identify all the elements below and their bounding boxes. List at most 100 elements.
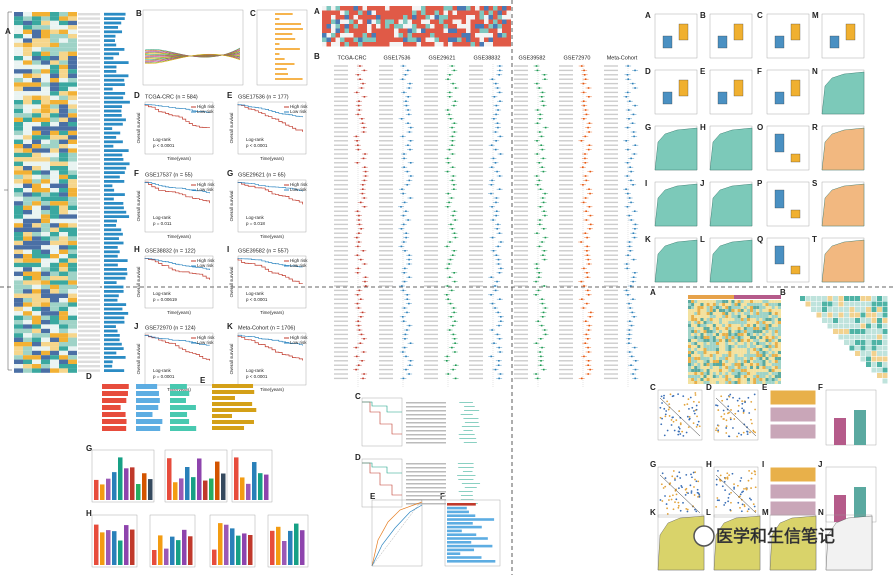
bar [104, 48, 125, 51]
heat-cell [68, 262, 77, 268]
point [685, 431, 688, 434]
row-label [559, 96, 573, 98]
point [497, 245, 499, 248]
point [404, 338, 406, 340]
heat-cell [32, 284, 41, 290]
heat-cell [394, 33, 399, 38]
heat-cell [725, 366, 729, 369]
heat-cell [703, 360, 707, 363]
point [677, 426, 680, 429]
heat-cell [50, 135, 59, 140]
bar [104, 105, 123, 108]
heat-cell [709, 366, 713, 369]
heat-cell [50, 192, 59, 197]
point [495, 254, 498, 256]
point [500, 320, 502, 322]
row-label [379, 184, 393, 186]
point [664, 413, 667, 416]
heat-cell [719, 333, 723, 336]
heat-cell [23, 342, 32, 347]
heat-cell [700, 372, 704, 375]
heat-cell [703, 375, 707, 378]
bar [104, 338, 120, 342]
heat-cell [41, 218, 50, 224]
row-label [559, 241, 573, 243]
heat-cell [59, 91, 68, 96]
heat-cell [715, 321, 719, 324]
heat-cell [23, 284, 32, 290]
heat-cell [722, 333, 726, 336]
point [536, 122, 539, 124]
row-label [379, 122, 393, 124]
heat-cell [688, 312, 692, 315]
point [494, 289, 497, 292]
bar [104, 246, 118, 249]
point [717, 429, 720, 432]
label: A [314, 7, 320, 16]
point [580, 140, 583, 142]
corr-cell [877, 345, 882, 351]
heat-cell [737, 363, 741, 366]
heat-cell [484, 37, 489, 42]
heat-cell [358, 19, 363, 24]
heat-cell [753, 360, 757, 363]
corr-cell [882, 362, 888, 367]
row-label [604, 241, 618, 243]
label: Meta-Cohort [607, 55, 638, 61]
row-label [604, 298, 618, 300]
heat-cell [32, 350, 41, 356]
heat-cell [41, 355, 50, 360]
bar [167, 458, 172, 500]
point [362, 82, 364, 85]
table-text [406, 438, 446, 440]
heat-cell [416, 37, 421, 42]
point [498, 338, 501, 340]
heat-cell [706, 324, 710, 327]
heat-cell [466, 10, 471, 15]
row-label [514, 276, 528, 278]
label: GSE72970 [564, 55, 591, 61]
point [357, 267, 359, 270]
panel-frame [237, 255, 307, 309]
point [409, 140, 412, 142]
row-label [334, 184, 348, 186]
point [453, 311, 455, 314]
heat-cell [68, 166, 77, 171]
row-label [334, 289, 348, 292]
roc-area [821, 239, 865, 283]
corr-cell [811, 296, 816, 301]
heat-cell [774, 381, 778, 384]
heat-cell [14, 82, 23, 87]
heat-cell [439, 28, 444, 33]
heat-cell [771, 333, 775, 336]
row-label [559, 263, 573, 265]
bar [104, 210, 127, 214]
row-label [469, 214, 483, 217]
point [400, 206, 402, 208]
heat-cell [479, 15, 484, 20]
heat-cell [725, 372, 729, 375]
heat-cell [756, 312, 760, 315]
point [751, 422, 753, 425]
heat-label-bar [78, 162, 100, 165]
corr-cell [871, 318, 877, 323]
heat-cell [722, 327, 726, 330]
heat-cell [715, 372, 719, 375]
point [536, 377, 539, 380]
heat-cell [737, 315, 741, 318]
heat-cell [68, 91, 77, 96]
row-label [559, 276, 573, 278]
corr-cell [833, 312, 838, 318]
table-text [406, 426, 446, 428]
heat-cell [50, 38, 59, 43]
point [585, 179, 588, 182]
heat-cell [412, 10, 417, 15]
row-label [604, 78, 618, 80]
corr-cell [860, 296, 866, 301]
bar [212, 402, 253, 406]
heat-cell [59, 135, 68, 140]
point [454, 351, 456, 353]
bar [179, 478, 184, 500]
heat-cell [416, 42, 421, 47]
point [494, 162, 497, 164]
